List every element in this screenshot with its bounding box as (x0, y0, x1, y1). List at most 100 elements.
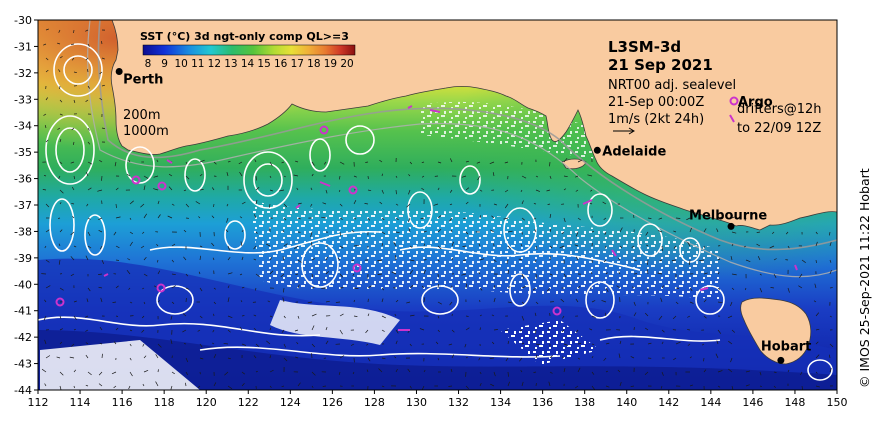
current-vector (183, 256, 187, 261)
current-vector (115, 245, 120, 249)
current-vector (87, 43, 90, 47)
current-vector (129, 343, 132, 347)
current-vector (575, 329, 579, 333)
current-vector (618, 353, 621, 359)
current-vector (311, 371, 316, 376)
current-vector (421, 385, 425, 390)
current-vector (395, 231, 400, 234)
current-vector (381, 231, 386, 235)
colorbar-tick-label: 15 (257, 58, 270, 70)
current-vector (521, 301, 525, 305)
current-vector (395, 255, 397, 261)
y-tick-label: -36 (14, 173, 32, 186)
current-vector (715, 353, 719, 359)
current-vector (226, 203, 229, 207)
current-vector (657, 272, 663, 275)
current-vector (703, 299, 707, 303)
current-vector (829, 343, 834, 348)
current-vector (493, 203, 498, 206)
current-vector (451, 354, 455, 359)
current-vector (815, 341, 819, 345)
x-tick-label: 112 (28, 396, 49, 409)
current-vector (716, 340, 719, 345)
current-vector (549, 213, 552, 219)
current-vector (171, 243, 176, 247)
current-vector (365, 161, 369, 163)
current-vector (129, 329, 133, 332)
current-vector (227, 297, 230, 303)
current-vector (605, 272, 608, 275)
current-vector (686, 217, 691, 221)
current-vector (44, 339, 47, 345)
current-vector (673, 357, 677, 361)
current-vector (591, 300, 596, 303)
current-vector (325, 256, 328, 261)
colorbar-tick-label: 12 (208, 58, 221, 70)
current-vector (533, 371, 537, 373)
current-vector (227, 160, 231, 163)
current-vector (351, 230, 355, 233)
current-vector (546, 287, 551, 292)
current-vector (297, 259, 302, 263)
current-vector (143, 355, 147, 359)
current-vector (87, 287, 91, 292)
current-vector (211, 242, 215, 247)
current-vector (352, 371, 355, 375)
current-vector (182, 329, 187, 333)
current-vector (379, 159, 383, 163)
current-vector (283, 175, 286, 178)
current-vector (59, 161, 63, 165)
current-vector (44, 245, 47, 249)
current-vector (311, 161, 315, 166)
current-vector (73, 99, 76, 104)
current-vector (87, 69, 89, 73)
current-vector (339, 231, 341, 236)
current-vector (101, 175, 103, 181)
city-label-melbourne: Melbourne (689, 208, 767, 223)
current-vector (717, 272, 720, 275)
current-vector (673, 230, 677, 233)
current-vector (503, 217, 509, 220)
current-vector (227, 245, 230, 251)
current-vector (604, 231, 607, 235)
current-vector (185, 382, 187, 387)
current-vector (577, 286, 581, 289)
current-vector (377, 273, 383, 275)
current-vector (310, 203, 313, 207)
current-vector (617, 369, 621, 373)
current-vector (744, 287, 747, 291)
current-vector (381, 287, 384, 291)
current-vector (183, 189, 187, 192)
current-vector (437, 315, 440, 319)
current-vector (338, 371, 341, 375)
city-dot-perth (115, 68, 123, 76)
contour-1000m-label: 1000m (123, 124, 169, 139)
current-vector (44, 125, 47, 129)
current-vector (185, 203, 190, 208)
current-vector (465, 187, 470, 191)
current-vector (269, 175, 272, 178)
current-vector (490, 229, 495, 233)
current-vector (828, 354, 831, 359)
current-vector (591, 356, 594, 359)
current-vector (59, 189, 64, 194)
current-vector (451, 229, 453, 233)
current-vector (253, 314, 257, 317)
current-vector (618, 271, 621, 275)
current-vector (282, 256, 285, 261)
current-vector (465, 327, 470, 331)
current-vector (129, 241, 133, 247)
current-vector (98, 273, 103, 275)
current-vector (421, 285, 425, 289)
current-vector (815, 371, 818, 374)
current-vector (70, 231, 75, 236)
sealevel-time: 21-Sep 00:00Z (608, 95, 704, 110)
current-vector (339, 313, 344, 317)
current-vector (519, 357, 523, 362)
current-vector (45, 259, 50, 263)
current-vector (143, 213, 147, 219)
current-vector (45, 203, 50, 208)
current-vector (71, 43, 75, 45)
current-vector (507, 340, 510, 345)
current-vector (505, 357, 509, 362)
